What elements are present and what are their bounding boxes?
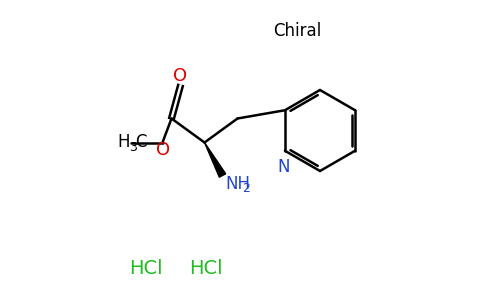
Text: 3: 3 (130, 141, 137, 154)
Text: HCl: HCl (129, 259, 163, 278)
Text: O: O (156, 141, 170, 159)
Text: Chiral: Chiral (273, 22, 322, 40)
Text: HCl: HCl (189, 259, 223, 278)
Text: H: H (117, 133, 130, 151)
Polygon shape (205, 142, 226, 177)
Text: 2: 2 (242, 182, 250, 195)
Text: N: N (278, 158, 290, 176)
Text: NH: NH (226, 175, 251, 193)
Text: C: C (136, 133, 147, 151)
Text: O: O (173, 67, 188, 85)
